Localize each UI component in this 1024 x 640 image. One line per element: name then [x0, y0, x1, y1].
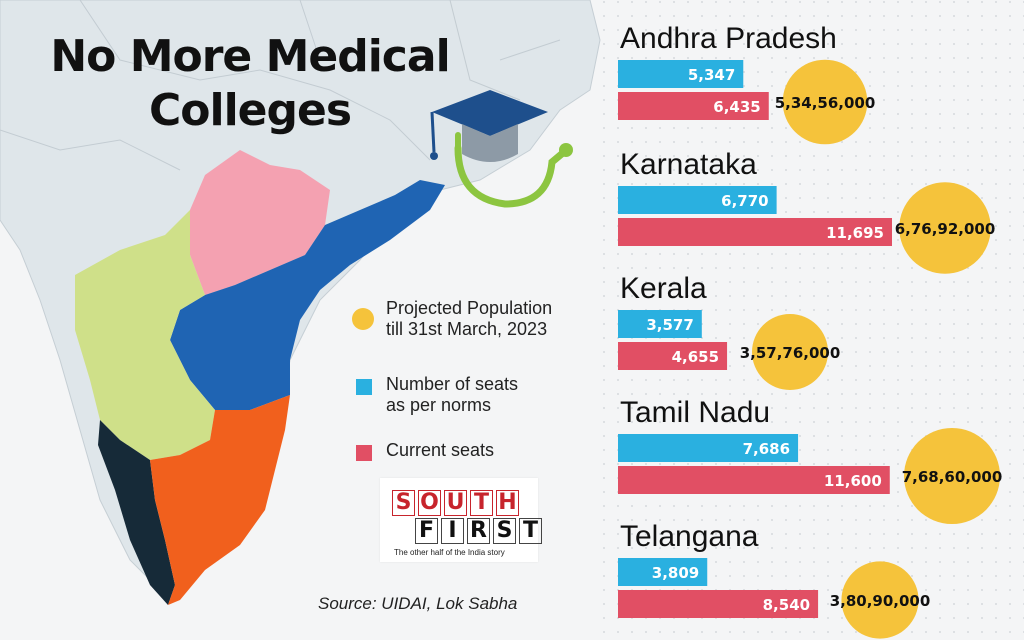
bar-norms-value-label: 7,686: [743, 440, 790, 458]
legend-population-dot: [352, 308, 374, 330]
bar-current-value-label: 8,540: [763, 596, 810, 614]
page-title: No More Medical Colleges: [50, 31, 450, 136]
bar-current: [618, 92, 769, 120]
bar-norms: [618, 60, 744, 88]
graduation-cap-stethoscope-icon: [430, 90, 573, 208]
population-label: 3,57,76,000: [740, 344, 841, 362]
bar-norms: [618, 310, 702, 338]
bar-current-value-label: 4,655: [672, 348, 719, 366]
logo-letter: H: [496, 490, 519, 516]
population-label: 3,80,90,000: [830, 592, 931, 610]
legend-population-label: Projected Population till 31st March, 20…: [386, 298, 553, 339]
bar-current-value-label: 6,435: [713, 98, 760, 116]
state-label: Tamil Nadu: [620, 396, 770, 429]
state-label: Karnataka: [620, 148, 757, 181]
logo-letter: T: [470, 490, 493, 516]
bars-layer: Andhra Pradesh 5,347 6,435 5,34,56,000 Karna…: [618, 22, 1002, 639]
bar-norms-value-label: 3,577: [646, 316, 693, 334]
logo-letter: S: [392, 490, 415, 516]
legend-current-swatch: [356, 445, 372, 461]
population-label: 5,34,56,000: [775, 94, 876, 112]
bar-current: [618, 218, 892, 246]
logo-row-south: S O U T H: [392, 490, 519, 516]
bar-norms-value-label: 6,770: [721, 192, 768, 210]
bar-current: [618, 466, 890, 494]
bar-norms: [618, 186, 777, 214]
bar-norms: [618, 558, 708, 586]
south-first-logo: S O U T H F I R S T The other half of th…: [380, 478, 542, 562]
population-circle: [904, 428, 1000, 524]
legend-item-population: Projected Population till 31st March, 20…: [352, 298, 552, 340]
population-circle: [841, 561, 919, 639]
logo-letter: R: [467, 518, 490, 544]
state-label: Telangana: [620, 520, 759, 553]
legend-item-current: Current seats: [352, 440, 494, 461]
bar-norms: [618, 434, 799, 462]
logo-tagline: The other half of the India story: [394, 548, 505, 557]
bar-current: [618, 342, 728, 370]
logo-letter: I: [441, 518, 464, 544]
logo-letter: O: [418, 490, 441, 516]
legend-current-label: Current seats: [386, 440, 495, 460]
map-borders: [0, 0, 561, 171]
logo-row-first: F I R S T: [415, 518, 542, 544]
legend-norms-swatch: [356, 379, 372, 395]
map-state-kerala: [98, 420, 175, 605]
logo-letter: T: [519, 518, 542, 544]
map-state-karnataka: [75, 210, 215, 460]
map-state-tamil-nadu: [150, 395, 290, 605]
map-state-andhra-pradesh: [170, 180, 445, 410]
logo-letter: S: [493, 518, 516, 544]
map-state-telangana: [190, 150, 330, 295]
legend-norms-label: Number of seats as per norms: [386, 374, 519, 415]
logo-letter: U: [444, 490, 467, 516]
bar-current: [618, 590, 819, 618]
state-label: Kerala: [620, 272, 707, 305]
bar-current-value-label: 11,600: [824, 472, 882, 490]
population-label: 6,76,92,000: [895, 220, 996, 238]
population-circle: [752, 314, 828, 390]
bar-norms-value-label: 5,347: [688, 66, 735, 84]
source-note: Source: UIDAI, Lok Sabha: [318, 594, 518, 613]
population-circle: [782, 59, 868, 145]
state-label: Andhra Pradesh: [620, 22, 837, 55]
population-circle: [899, 182, 991, 274]
legend-item-norms: Number of seats as per norms: [352, 374, 518, 416]
bar-current-value-label: 11,695: [826, 224, 884, 242]
bar-norms-value-label: 3,809: [652, 564, 699, 582]
logo-letter: F: [415, 518, 438, 544]
population-label: 7,68,60,000: [902, 468, 1003, 486]
